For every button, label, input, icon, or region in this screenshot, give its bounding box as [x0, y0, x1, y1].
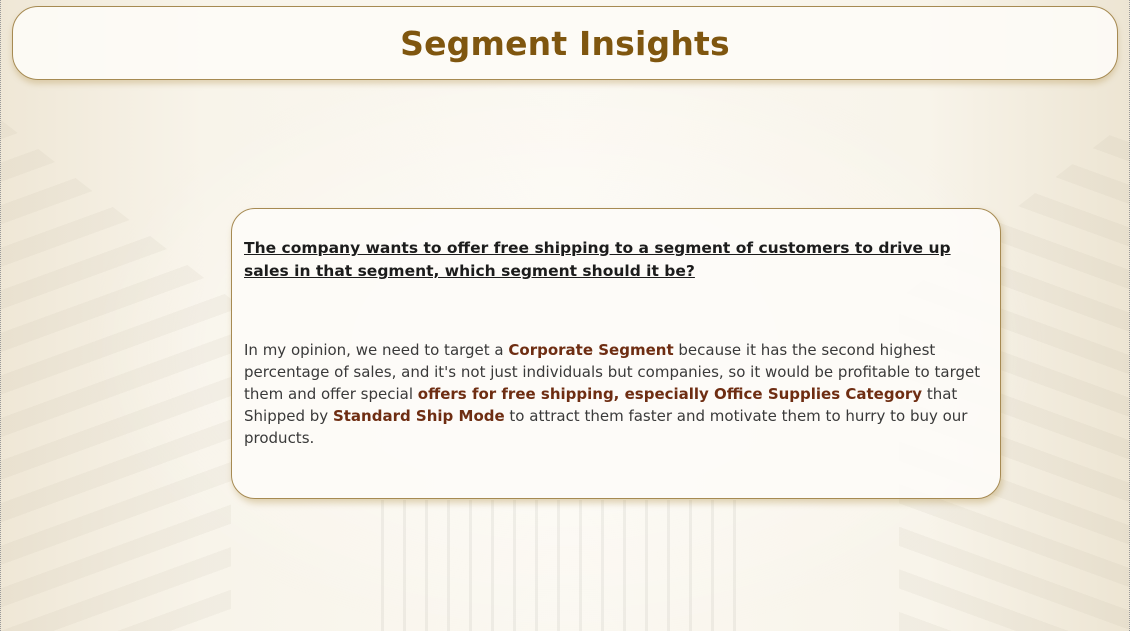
- answer-highlight-ship-mode: Standard Ship Mode: [332, 407, 505, 425]
- page-title: Segment Insights: [400, 23, 730, 63]
- title-banner: Segment Insights: [12, 6, 1118, 80]
- answer-highlight-offer: offers for free shipping, especially Off…: [417, 385, 923, 403]
- answer-text-1: In my opinion, we need to target a: [244, 341, 509, 359]
- insight-answer: In my opinion, we need to target a Corpo…: [244, 339, 990, 449]
- answer-text-4: to attract them faster and motivate them…: [244, 407, 968, 447]
- answer-text-3: that Shipped by: [244, 385, 958, 425]
- answer-highlight-segment: Corporate Segment: [508, 341, 674, 359]
- background-cart: [381, 500, 741, 631]
- insight-card: The company wants to offer free shipping…: [231, 208, 1001, 499]
- answer-text-2: because it has the second highest percen…: [244, 341, 981, 403]
- background-shelves-left: [1, 120, 231, 631]
- insight-question: The company wants to offer free shipping…: [244, 239, 951, 280]
